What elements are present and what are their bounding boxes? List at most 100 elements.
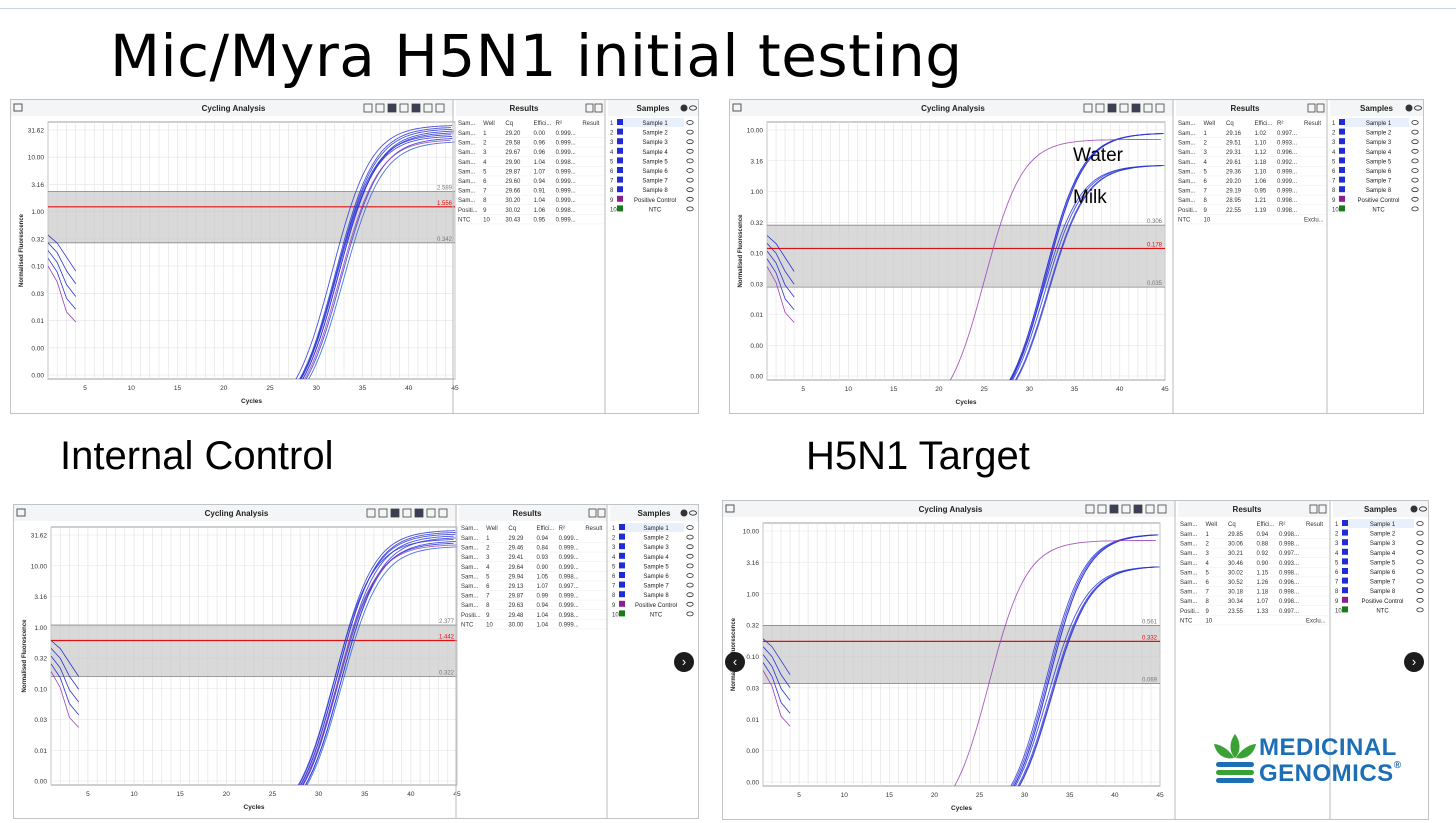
sample-visibility-eye-icon[interactable] (1416, 549, 1424, 555)
sample-visibility-eye-icon[interactable] (1411, 177, 1419, 183)
sample-visibility-eye-icon[interactable] (1416, 521, 1424, 526)
copy-icon[interactable] (366, 508, 376, 518)
sample-color-swatch[interactable] (1342, 539, 1348, 546)
export-results-icon[interactable] (585, 103, 594, 113)
copy-results-icon[interactable] (597, 508, 606, 518)
sample-visibility-eye-icon[interactable] (1416, 597, 1424, 603)
sample-visibility-eye-icon[interactable] (686, 120, 694, 125)
sample-visibility-eye-icon[interactable] (686, 611, 694, 617)
sample-color-swatch[interactable] (617, 138, 623, 145)
sample-visibility-eye-icon[interactable] (686, 525, 694, 530)
export-icon[interactable] (1097, 504, 1107, 514)
sample-visibility-eye-icon[interactable] (1416, 578, 1424, 584)
sample-visibility-eye-icon[interactable] (1411, 139, 1419, 145)
next-image-button[interactable]: › (1404, 652, 1424, 672)
sample-color-swatch[interactable] (617, 157, 623, 164)
sample-visibility-eye-icon[interactable] (686, 582, 694, 588)
sample-visibility-eye-icon[interactable] (686, 168, 694, 173)
sample-visibility-eye-icon[interactable] (686, 187, 694, 193)
pan-icon[interactable] (1145, 504, 1155, 514)
copy-results-icon[interactable] (1318, 504, 1327, 514)
sample-color-swatch[interactable] (617, 128, 623, 135)
sample-visibility-eye-icon[interactable] (1416, 588, 1424, 594)
sample-color-swatch[interactable] (617, 195, 623, 202)
sample-visibility-eye-icon[interactable] (686, 601, 694, 607)
sample-color-swatch[interactable] (1339, 167, 1345, 173)
sample-color-swatch[interactable] (1342, 587, 1348, 594)
copy-icon[interactable] (1083, 103, 1093, 113)
sample-color-swatch[interactable] (619, 562, 625, 569)
sample-visibility-eye-icon[interactable] (686, 139, 694, 145)
linear-scale-icon[interactable] (390, 508, 400, 518)
export-results-icon[interactable] (588, 508, 597, 518)
next-slide-button[interactable]: › (674, 652, 694, 672)
sample-color-swatch[interactable] (617, 119, 623, 125)
previous-image-button[interactable]: ‹ (725, 652, 745, 672)
pointer-icon[interactable] (1157, 504, 1167, 514)
zoom-icon[interactable] (1131, 103, 1141, 113)
sample-visibility-eye-icon[interactable] (1411, 206, 1419, 212)
sample-color-swatch[interactable] (619, 524, 625, 530)
sample-color-swatch[interactable] (619, 600, 625, 607)
sample-color-swatch[interactable] (617, 205, 623, 212)
sample-color-swatch[interactable] (1339, 195, 1345, 202)
sample-color-swatch[interactable] (1342, 596, 1348, 603)
sample-color-swatch[interactable] (1339, 157, 1345, 164)
sample-visibility-eye-icon[interactable] (1416, 530, 1424, 536)
sample-color-swatch[interactable] (1339, 138, 1345, 145)
sample-visibility-eye-icon[interactable] (1411, 120, 1419, 125)
log-scale-icon[interactable] (402, 508, 412, 518)
sample-color-swatch[interactable] (1339, 205, 1345, 212)
sample-color-swatch[interactable] (1339, 119, 1345, 125)
sample-visibility-eye-icon[interactable] (1411, 148, 1419, 154)
sample-color-swatch[interactable] (617, 167, 623, 173)
check-all-icon[interactable] (680, 104, 688, 112)
pointer-icon[interactable] (438, 508, 448, 518)
sample-visibility-eye-icon[interactable] (686, 196, 694, 202)
sample-color-swatch[interactable] (1342, 520, 1348, 526)
copy-results-icon[interactable] (1316, 103, 1325, 113)
check-all-icon[interactable] (680, 509, 688, 517)
sample-color-swatch[interactable] (1339, 128, 1345, 135)
sample-visibility-eye-icon[interactable] (686, 553, 694, 559)
copy-icon[interactable] (1085, 504, 1095, 514)
sample-color-swatch[interactable] (1342, 577, 1348, 584)
linear-scale-icon[interactable] (1109, 504, 1119, 514)
zoom-icon[interactable] (414, 508, 424, 518)
sample-color-swatch[interactable] (1339, 147, 1345, 154)
sample-visibility-eye-icon[interactable] (1416, 607, 1424, 613)
log-scale-icon[interactable] (1119, 103, 1129, 113)
sample-visibility-eye-icon[interactable] (686, 534, 694, 540)
sample-visibility-eye-icon[interactable] (686, 592, 694, 598)
linear-scale-icon[interactable] (1107, 103, 1117, 113)
sample-color-swatch[interactable] (619, 572, 625, 578)
sample-color-swatch[interactable] (1339, 186, 1345, 193)
sample-color-swatch[interactable] (617, 186, 623, 193)
sample-color-swatch[interactable] (619, 533, 625, 540)
sample-visibility-eye-icon[interactable] (686, 177, 694, 183)
sample-color-swatch[interactable] (1342, 568, 1348, 574)
export-icon[interactable] (375, 103, 385, 113)
pan-icon[interactable] (423, 103, 433, 113)
sample-color-swatch[interactable] (1342, 529, 1348, 536)
visibility-all-icon[interactable] (689, 510, 697, 516)
sample-visibility-eye-icon[interactable] (686, 129, 694, 135)
export-icon[interactable] (1095, 103, 1105, 113)
zoom-icon[interactable] (1133, 504, 1143, 514)
visibility-all-icon[interactable] (689, 105, 697, 111)
sample-visibility-eye-icon[interactable] (1416, 540, 1424, 546)
sample-visibility-eye-icon[interactable] (686, 148, 694, 154)
sample-visibility-eye-icon[interactable] (686, 563, 694, 569)
sample-color-swatch[interactable] (619, 552, 625, 559)
visibility-all-icon[interactable] (1414, 105, 1422, 111)
sample-visibility-eye-icon[interactable] (686, 544, 694, 550)
pointer-icon[interactable] (1155, 103, 1165, 113)
log-scale-icon[interactable] (399, 103, 409, 113)
visibility-all-icon[interactable] (1419, 506, 1427, 512)
sample-visibility-eye-icon[interactable] (1416, 569, 1424, 574)
check-all-icon[interactable] (1405, 104, 1413, 112)
zoom-icon[interactable] (411, 103, 421, 113)
export-results-icon[interactable] (1309, 504, 1318, 514)
sample-color-swatch[interactable] (619, 591, 625, 598)
sample-color-swatch[interactable] (1339, 176, 1345, 183)
